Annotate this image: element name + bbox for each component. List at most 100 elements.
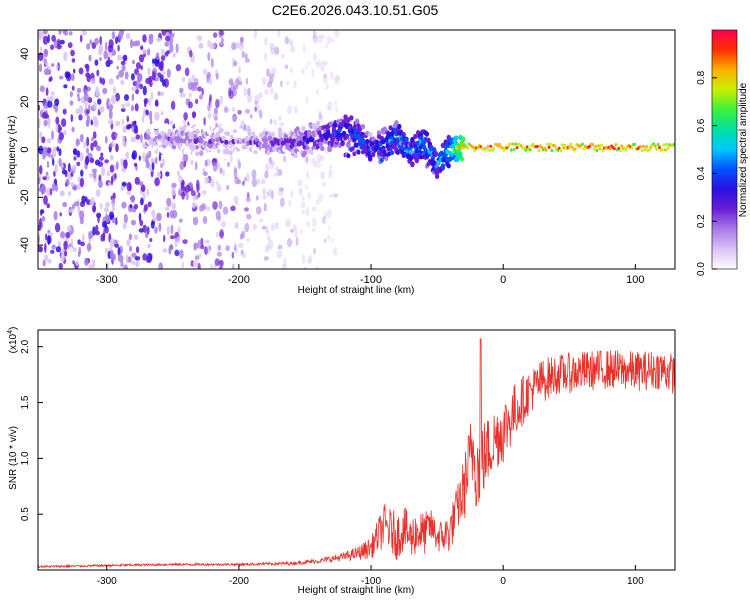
spectrogram-cell bbox=[75, 260, 79, 267]
spectrogram-cell bbox=[147, 244, 151, 249]
spectrogram-cell bbox=[72, 203, 75, 210]
spectrogram-cell bbox=[58, 126, 62, 131]
spectrogram-cell bbox=[270, 160, 274, 170]
spectrogram-cell bbox=[305, 95, 309, 104]
spectrogram-cell bbox=[130, 73, 135, 81]
spectrogram-cell bbox=[139, 219, 144, 227]
spectrogram-cell bbox=[241, 50, 245, 59]
spectrogram-cell bbox=[290, 189, 294, 198]
spectrogram-cell bbox=[98, 156, 104, 161]
spectrogram-cell bbox=[129, 204, 133, 209]
spectrogram-cell bbox=[179, 87, 184, 94]
spectrogram-cell bbox=[42, 259, 46, 267]
spectrogram-cell bbox=[277, 169, 283, 176]
spectrogram-signal-cell bbox=[473, 148, 477, 152]
spectrogram-cell bbox=[333, 246, 337, 253]
spectrogram-signal-cell bbox=[157, 134, 162, 140]
spectrogram-cell bbox=[102, 87, 108, 95]
spectrogram-cell bbox=[202, 68, 208, 76]
spectrogram-cell bbox=[77, 96, 81, 102]
spectrogram-cell bbox=[158, 61, 164, 70]
spectrogram-cell bbox=[189, 92, 192, 99]
svg-text:(x104): (x104) bbox=[7, 327, 19, 354]
spectrogram-cell bbox=[194, 98, 199, 105]
spectrogram-cell bbox=[299, 228, 303, 235]
spectrogram-cell bbox=[64, 250, 68, 257]
spectrogram-signal-cell bbox=[228, 149, 233, 156]
spectrogram-signal-cell bbox=[397, 123, 402, 130]
spectrogram-cell bbox=[51, 148, 57, 158]
spectrogram-cell bbox=[121, 181, 127, 187]
spectrogram-cell bbox=[222, 169, 225, 177]
spectrogram-cell bbox=[323, 215, 327, 224]
spectrogram-cell bbox=[133, 129, 138, 134]
spectrogram-cell bbox=[92, 226, 96, 236]
spectrogram-cell bbox=[60, 162, 64, 169]
snr-x-axis-label: Height of straight line (km) bbox=[298, 585, 415, 596]
spectrogram-cell bbox=[175, 64, 182, 72]
spectrogram-cell bbox=[70, 49, 75, 57]
spectrogram-cell bbox=[319, 114, 323, 119]
spectrogram-cell bbox=[65, 178, 70, 186]
spectrogram-cell bbox=[107, 56, 111, 63]
spectrogram-cell bbox=[135, 260, 140, 268]
spectrogram-cell bbox=[300, 201, 306, 209]
spectrogram-cell bbox=[142, 224, 147, 233]
spectrogram-cell bbox=[331, 237, 334, 244]
spectrogram-cell bbox=[149, 110, 153, 121]
spectrogram-signal-cell bbox=[633, 142, 637, 146]
spectrogram-cell bbox=[315, 198, 320, 206]
spectrogram-cell bbox=[305, 184, 308, 190]
spectrogram-cell bbox=[57, 240, 61, 248]
spectrogram-cell bbox=[219, 167, 223, 174]
spectrogram-cell bbox=[106, 170, 111, 177]
spectrogram-x-tick-label: 0 bbox=[500, 274, 506, 286]
spectrogram-x-tick-label: -200 bbox=[228, 274, 250, 286]
spectrogram-cell bbox=[323, 73, 328, 79]
spectrogram-cell bbox=[58, 132, 64, 141]
spectrogram-signal-cell bbox=[379, 157, 384, 163]
spectrogram-cell bbox=[115, 120, 121, 127]
spectrogram-signal-cell bbox=[512, 147, 516, 151]
snr-frame bbox=[38, 330, 675, 570]
spectrogram-cell bbox=[93, 171, 97, 179]
spectrogram-cell bbox=[318, 114, 324, 123]
spectrogram-cell bbox=[86, 43, 91, 50]
spectrogram-cell bbox=[230, 153, 233, 163]
spectrogram-signal-cell bbox=[404, 136, 409, 142]
spectrogram-cell bbox=[311, 68, 315, 78]
spectrogram-cell bbox=[235, 201, 239, 206]
spectrogram-cell bbox=[218, 200, 223, 210]
spectrogram-cell bbox=[134, 103, 139, 112]
spectrogram-cell bbox=[122, 222, 127, 230]
spectrogram-cell bbox=[264, 163, 270, 172]
spectrogram-cell bbox=[319, 154, 325, 162]
spectrogram-signal-cell bbox=[302, 150, 307, 156]
spectrogram-cell bbox=[200, 244, 205, 250]
spectrogram-cell bbox=[280, 80, 283, 88]
spectrogram-cell bbox=[176, 236, 181, 244]
spectrogram-cell bbox=[46, 203, 51, 209]
spectrogram-cell bbox=[284, 64, 289, 70]
spectrogram-cell bbox=[93, 101, 97, 110]
spectrogram-cell bbox=[70, 114, 74, 123]
spectrogram-x-tick-label: 100 bbox=[626, 274, 644, 286]
spectrogram-signal-cell bbox=[514, 142, 517, 146]
spectrogram-signal-cell bbox=[620, 144, 624, 148]
spectrogram-cell bbox=[216, 251, 222, 257]
colorbar-tick-label: 0.0 bbox=[696, 262, 707, 276]
spectrogram-cell bbox=[207, 246, 211, 252]
spectrogram-cell bbox=[305, 156, 309, 164]
spectrogram-cell bbox=[163, 234, 166, 243]
spectrogram-cell bbox=[121, 103, 126, 109]
spectrogram-cell bbox=[146, 226, 150, 235]
spectrogram-cell bbox=[269, 42, 275, 51]
spectrogram-cell bbox=[233, 85, 239, 90]
spectrogram-cell bbox=[318, 193, 324, 202]
spectrogram-cell bbox=[302, 43, 306, 54]
spectrogram-cell bbox=[236, 41, 240, 49]
spectrogram-signal-cell bbox=[436, 159, 441, 165]
spectrogram-y-tick-label: -20 bbox=[19, 189, 31, 205]
spectrogram-cell bbox=[266, 81, 273, 88]
